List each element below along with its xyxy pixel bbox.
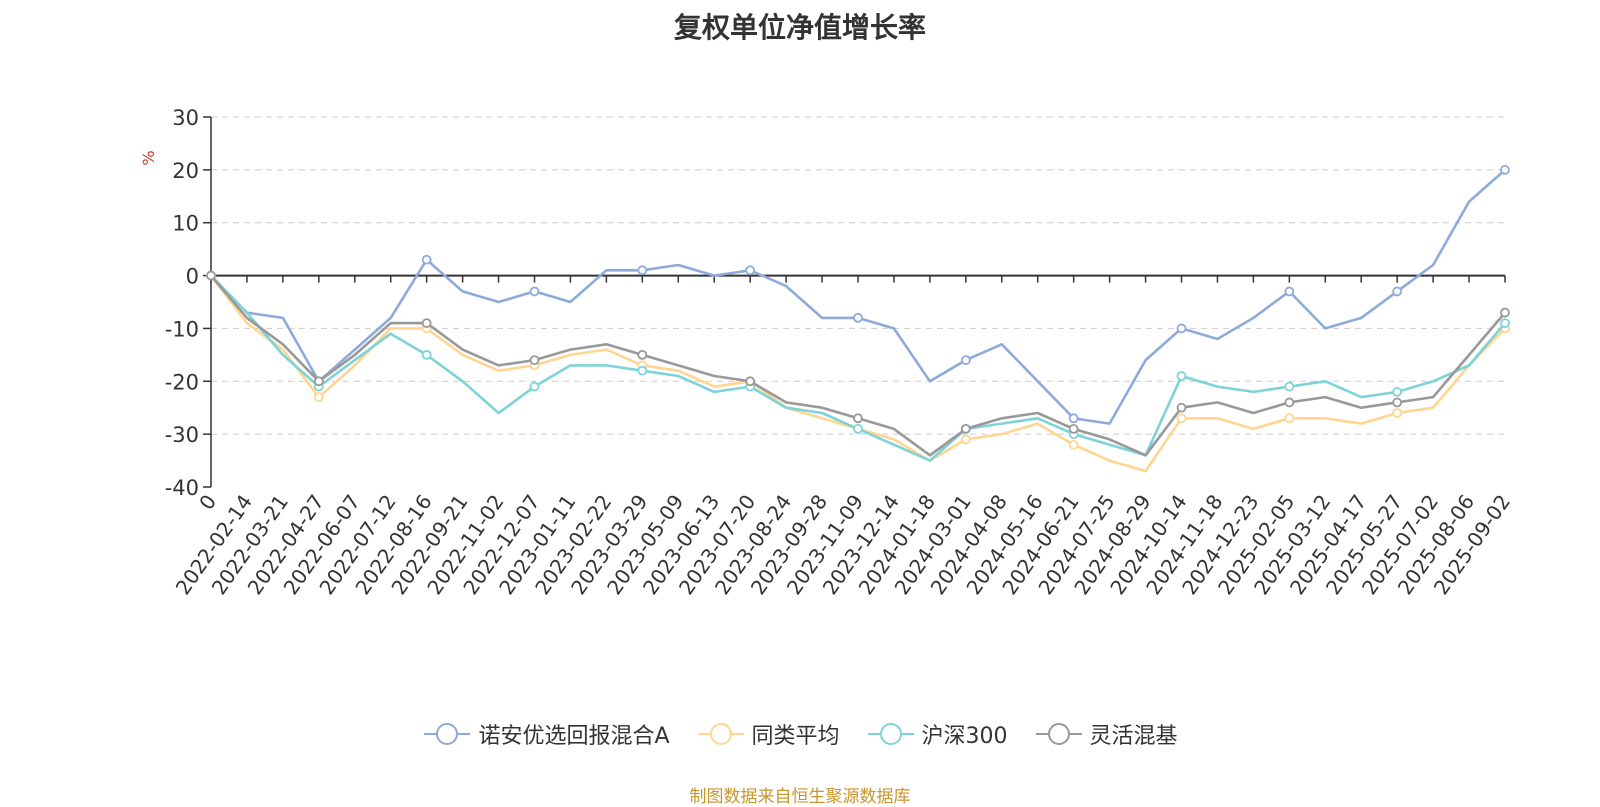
data-point (637, 349, 648, 360)
legend-label: 沪深300 (921, 724, 1008, 749)
data-point (1392, 408, 1403, 418)
y-tick-label: 20 (172, 159, 199, 183)
legend-marker-icon (424, 723, 471, 745)
data-point (1284, 397, 1295, 408)
legend-marker-icon (867, 723, 914, 745)
y-tick-label: 0 (186, 265, 199, 289)
data-point (745, 376, 756, 387)
data-point (529, 355, 540, 366)
y-tick-label: 10 (172, 212, 199, 236)
data-point (637, 265, 648, 276)
y-tick-label: -40 (165, 476, 199, 500)
source-note: 制图数据来自恒生聚源数据库 (689, 787, 911, 807)
data-point (853, 312, 863, 323)
data-point (960, 355, 971, 366)
axis-layer (203, 116, 1506, 488)
series-line (209, 274, 1506, 473)
y-tick-label: -10 (165, 317, 199, 341)
y-tick-label: -20 (165, 370, 199, 394)
legend-item[interactable]: 灵活混基 (1034, 718, 1178, 750)
data-point (1500, 307, 1510, 318)
data-point (1068, 423, 1079, 434)
label-layer: -40-30-20-100102030%02022-02-142022-03-2… (139, 106, 1515, 599)
data-point (637, 365, 648, 376)
data-point (421, 254, 432, 265)
data-point (1068, 439, 1079, 450)
data-point (1176, 323, 1187, 334)
data-point (1176, 371, 1187, 381)
data-point (529, 381, 540, 392)
legend-item[interactable]: 同类平均 (696, 718, 840, 750)
data-point (1392, 386, 1403, 397)
data-point (1284, 381, 1295, 392)
legend-label: 诺安优选回报混合A (478, 724, 670, 749)
series-layer (206, 164, 1510, 473)
chart-title: 复权单位净值增长率 (673, 11, 926, 44)
data-point (421, 318, 432, 329)
data-point (1500, 318, 1510, 329)
y-tick-label: -30 (165, 423, 199, 447)
legend-marker-icon (1035, 723, 1082, 745)
data-point (1392, 286, 1403, 297)
legend: 诺安优选回报混合A 同类平均 沪深300 灵活混基 (0, 718, 1600, 750)
y-axis-label: % (139, 150, 158, 165)
data-point (853, 413, 863, 424)
data-point (960, 423, 971, 434)
data-point (313, 392, 324, 403)
data-point (853, 423, 863, 434)
data-point (1176, 413, 1187, 424)
legend-item[interactable]: 沪深300 (866, 718, 1008, 750)
legend-label: 同类平均 (751, 724, 840, 749)
data-point (529, 286, 540, 297)
grid-layer (211, 116, 1505, 435)
x-tick-label: 0 (194, 490, 221, 514)
series-line (210, 168, 1506, 425)
data-point (1068, 413, 1079, 424)
data-point (960, 434, 971, 445)
y-tick-label: 30 (172, 106, 199, 130)
data-point (421, 349, 432, 360)
legend-marker-icon (697, 723, 744, 745)
data-point (745, 265, 756, 276)
data-point (1176, 402, 1187, 413)
legend-label: 灵活混基 (1089, 724, 1178, 749)
data-point (206, 270, 216, 281)
data-point (313, 376, 324, 387)
data-point (1500, 164, 1510, 175)
data-point (1284, 286, 1295, 297)
data-point (1392, 397, 1403, 408)
data-point (1284, 413, 1295, 424)
legend-item[interactable]: 诺安优选回报混合A (422, 718, 670, 750)
